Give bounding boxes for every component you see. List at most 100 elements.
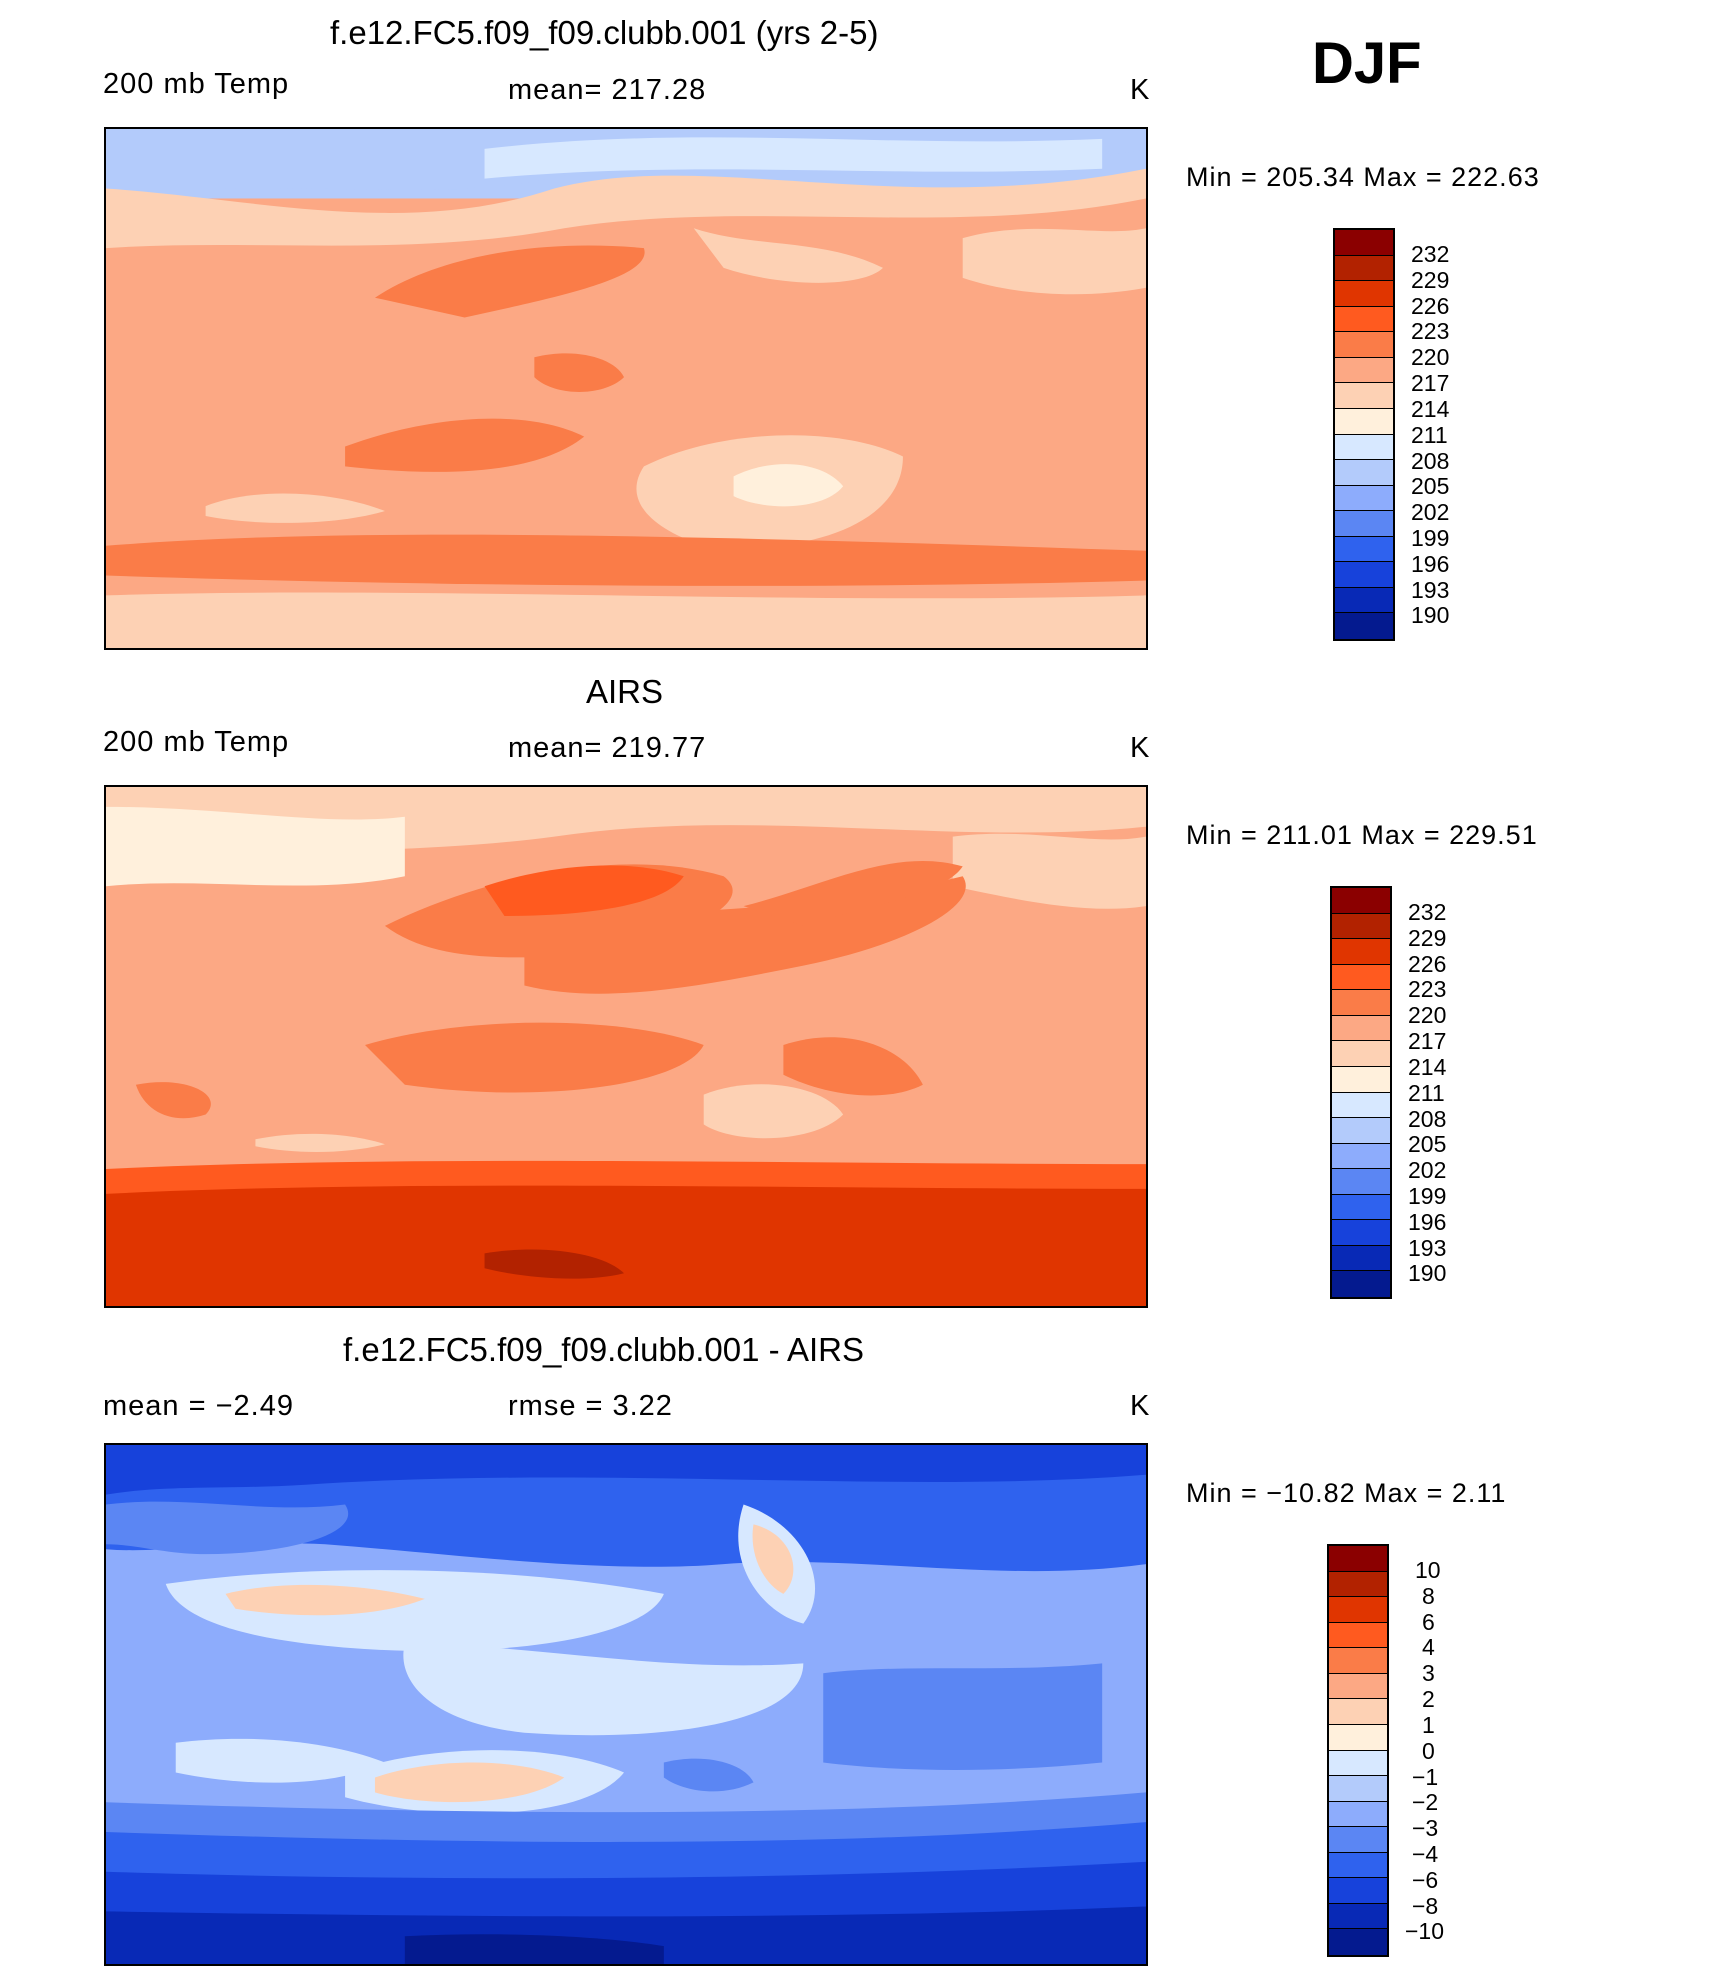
legend-swatch [1329,1827,1387,1853]
panel2-legend-tick: 214 [1408,1054,1447,1080]
panel2-legend-tick: 196 [1408,1209,1447,1235]
panel2-legend-tick: 202 [1408,1157,1447,1183]
panel2-legend-tick: 190 [1408,1260,1447,1286]
panel1-legend-tick: 202 [1411,499,1450,525]
panel3-legend-tick: 3 [1422,1660,1435,1686]
panel2-legend-tick: 232 [1408,899,1447,925]
legend-swatch [1329,1571,1387,1598]
panel3-unit-label: K [1130,1390,1151,1422]
panel1-legend-tick: 223 [1411,318,1450,344]
panel1-contour-field [106,129,1146,648]
legend-swatch [1335,281,1393,307]
panel3-mean-label: mean = −2.49 [103,1390,294,1422]
panel2-contour-field [106,787,1146,1306]
panel3-legend-tick: 2 [1422,1686,1435,1712]
legend-swatch [1329,1699,1387,1725]
panel2-legend-tick: 217 [1408,1028,1447,1054]
panel1-legend-tick: 214 [1411,396,1450,422]
panel2-legend-tick: 211 [1408,1080,1445,1106]
panel2-legend-tick: 223 [1408,976,1447,1002]
panel1-mean-label: mean= 217.28 [508,74,707,106]
legend-swatch [1335,357,1393,384]
panel2-legend-tick: 226 [1408,951,1447,977]
legend-swatch [1332,964,1390,991]
legend-swatch [1332,1194,1390,1221]
legend-swatch [1335,460,1393,486]
panel2-legend-tick: 229 [1408,925,1447,951]
legend-swatch [1329,1929,1387,1955]
panel1-legend-tick: 193 [1411,577,1450,603]
legend-swatch [1332,939,1390,965]
panel1-legend-tick: 196 [1411,551,1450,577]
panel1-legend-tick: 208 [1411,448,1450,474]
panel3-map [104,1443,1148,1966]
panel2-mean-label: mean= 219.77 [508,732,707,764]
panel2-legend-tick: 205 [1408,1131,1447,1157]
legend-swatch [1329,1750,1387,1777]
legend-swatch [1335,306,1393,333]
legend-swatch [1332,1041,1390,1067]
legend-swatch [1329,1776,1387,1802]
legend-swatch [1335,613,1393,639]
legend-swatch [1335,485,1393,512]
panel2-minmax: Min = 211.01 Max = 229.51 [1186,820,1538,850]
panel1-legend-tick: 205 [1411,473,1450,499]
legend-swatch [1332,1220,1390,1246]
panel2-unit-label: K [1130,732,1151,764]
panel3-legend-tick: 10 [1415,1557,1441,1583]
legend-swatch [1332,1245,1390,1272]
legend-swatch [1332,1092,1390,1119]
panel1-variable-label: 200 mb Temp [103,68,290,100]
legend-swatch [1335,587,1393,614]
legend-swatch [1332,1118,1390,1144]
legend-swatch [1332,1015,1390,1042]
legend-swatch [1329,1597,1387,1623]
panel1-legend-bar [1333,228,1395,641]
panel3-legend-tick: −1 [1412,1764,1439,1790]
legend-swatch [1335,383,1393,409]
legend-swatch [1335,536,1393,563]
legend-swatch [1335,434,1393,461]
panel2-legend-tick: 193 [1408,1235,1447,1261]
legend-swatch [1329,1852,1387,1879]
panel2-legend-tick: 220 [1408,1002,1447,1028]
season-label: DJF [1312,31,1422,96]
panel1-legend-tick: 226 [1411,293,1450,319]
legend-swatch [1332,1066,1390,1093]
panel3-minmax: Min = −10.82 Max = 2.11 [1186,1478,1507,1508]
panel3-rmse-label: rmse = 3.22 [508,1390,673,1422]
legend-swatch [1332,1143,1390,1170]
legend-swatch [1329,1903,1387,1930]
panel1-legend-tick: 232 [1411,241,1450,267]
panel1-legend-tick: 217 [1411,370,1450,396]
panel2-legend-tick: 208 [1408,1106,1447,1132]
legend-swatch [1329,1622,1387,1649]
panel1-legend-tick: 220 [1411,344,1450,370]
panel3-legend-tick: −10 [1405,1918,1445,1944]
panel1-legend-tick: 190 [1411,602,1450,628]
legend-swatch [1332,1169,1390,1195]
panel2-legend-tick: 199 [1408,1183,1447,1209]
panel3-legend-tick: 4 [1422,1634,1435,1660]
legend-swatch [1335,255,1393,282]
panel3-contour-field [106,1445,1146,1964]
legend-swatch [1329,1648,1387,1674]
panel3-legend-tick: 6 [1422,1609,1435,1635]
legend-swatch [1335,408,1393,435]
panel1-unit-label: K [1130,74,1151,106]
panel3-legend-tick: −6 [1412,1867,1439,1893]
legend-swatch [1332,990,1390,1016]
panel3-legend-tick: −3 [1412,1815,1439,1841]
legend-swatch [1329,1801,1387,1828]
panel3-legend-tick: −4 [1412,1841,1439,1867]
legend-swatch [1332,888,1390,914]
panel2-legend-bar [1330,886,1392,1299]
panel2-variable-label: 200 mb Temp [103,726,290,758]
legend-swatch [1335,230,1393,256]
legend-swatch [1335,562,1393,588]
legend-swatch [1332,1271,1390,1297]
panel1-title: f.e12.FC5.f09_f09.clubb.001 (yrs 2-5) [330,14,879,51]
legend-swatch [1335,332,1393,358]
panel1-minmax: Min = 205.34 Max = 222.63 [1186,162,1540,192]
panel2-title: AIRS [586,673,664,710]
